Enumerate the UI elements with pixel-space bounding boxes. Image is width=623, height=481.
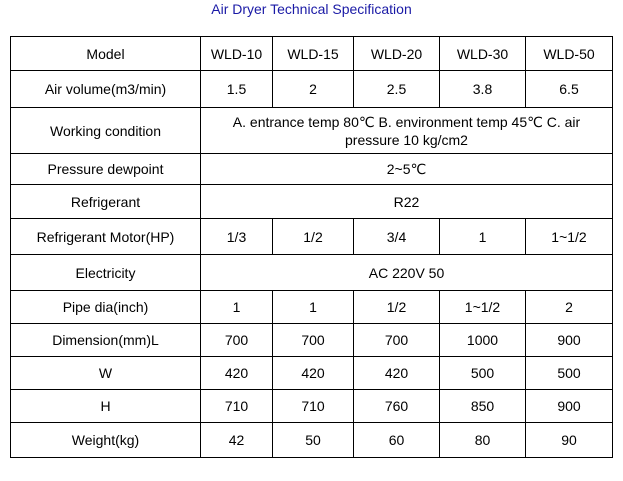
row-label: Pipe dia(inch) (10, 290, 201, 324)
value-cell: 1~1/2 (439, 290, 526, 324)
value-cell: 900 (525, 389, 613, 423)
table-row: Refrigerant Motor(HP) 1/3 1/2 3/4 1 1~1/… (10, 218, 613, 255)
row-label: Model (10, 36, 201, 71)
table-row: W 420 420 420 500 500 (10, 356, 613, 390)
row-label: H (10, 389, 201, 423)
row-label: Working condition (10, 107, 201, 154)
value-cell: 700 (200, 323, 273, 357)
value-cell: 500 (525, 356, 613, 390)
row-label: Pressure dewpoint (10, 153, 201, 185)
model-header-cell: WLD-10 (200, 36, 273, 71)
merged-value-cell: R22 (200, 184, 613, 219)
value-cell: 1/3 (200, 218, 273, 255)
value-cell: 1 (272, 290, 354, 324)
value-cell: 1/2 (272, 218, 354, 255)
table-row: Dimension(mm)L 700 700 700 1000 900 (10, 323, 613, 357)
model-header-cell: WLD-15 (272, 36, 354, 71)
row-label: Electricity (10, 254, 201, 291)
row-label: Air volume(m3/min) (10, 70, 201, 108)
value-cell: 710 (272, 389, 354, 423)
merged-value-cell: 2~5℃ (200, 153, 613, 185)
table-row: Pipe dia(inch) 1 1 1/2 1~1/2 2 (10, 290, 613, 324)
value-cell: 420 (272, 356, 354, 390)
value-cell: 710 (200, 389, 273, 423)
value-cell: 90 (525, 422, 613, 458)
value-cell: 1000 (439, 323, 526, 357)
table-row: Refrigerant R22 (10, 184, 613, 219)
row-label: Dimension(mm)L (10, 323, 201, 357)
table-row: H 710 710 760 850 900 (10, 389, 613, 423)
page-title: Air Dryer Technical Specification (211, 1, 412, 17)
value-cell: 1/2 (353, 290, 440, 324)
value-cell: 2 (525, 290, 613, 324)
value-cell: 1 (200, 290, 273, 324)
value-cell: 900 (525, 323, 613, 357)
merged-value-cell: A. entrance temp 80℃ B. environment temp… (200, 107, 613, 154)
model-header-cell: WLD-20 (353, 36, 440, 71)
value-cell: 1 (439, 218, 526, 255)
value-cell: 760 (353, 389, 440, 423)
header-row: Model WLD-10 WLD-15 WLD-20 WLD-30 WLD-50 (10, 36, 613, 71)
value-cell: 2 (272, 70, 354, 108)
value-cell: 2.5 (353, 70, 440, 108)
table-row: Electricity AC 220V 50 (10, 254, 613, 291)
table-row: Pressure dewpoint 2~5℃ (10, 153, 613, 185)
value-cell: 850 (439, 389, 526, 423)
value-cell: 6.5 (525, 70, 613, 108)
table-row: Working condition A. entrance temp 80℃ B… (10, 107, 613, 154)
value-cell: 500 (439, 356, 526, 390)
row-label: W (10, 356, 201, 390)
model-header-cell: WLD-50 (525, 36, 613, 71)
table-row: Air volume(m3/min) 1.5 2 2.5 3.8 6.5 (10, 70, 613, 108)
value-cell: 420 (200, 356, 273, 390)
spec-table: Model WLD-10 WLD-15 WLD-20 WLD-30 WLD-50… (10, 36, 613, 458)
value-cell: 700 (353, 323, 440, 357)
row-label: Refrigerant (10, 184, 201, 219)
value-cell: 420 (353, 356, 440, 390)
row-label: Weight(kg) (10, 422, 201, 458)
value-cell: 3/4 (353, 218, 440, 255)
table-row: Weight(kg) 42 50 60 80 90 (10, 422, 613, 458)
value-cell: 60 (353, 422, 440, 458)
row-label: Refrigerant Motor(HP) (10, 218, 201, 255)
model-header-cell: WLD-30 (439, 36, 526, 71)
value-cell: 700 (272, 323, 354, 357)
value-cell: 42 (200, 422, 273, 458)
value-cell: 1~1/2 (525, 218, 613, 255)
merged-value-cell: AC 220V 50 (200, 254, 613, 291)
value-cell: 3.8 (439, 70, 526, 108)
value-cell: 1.5 (200, 70, 273, 108)
value-cell: 80 (439, 422, 526, 458)
value-cell: 50 (272, 422, 354, 458)
